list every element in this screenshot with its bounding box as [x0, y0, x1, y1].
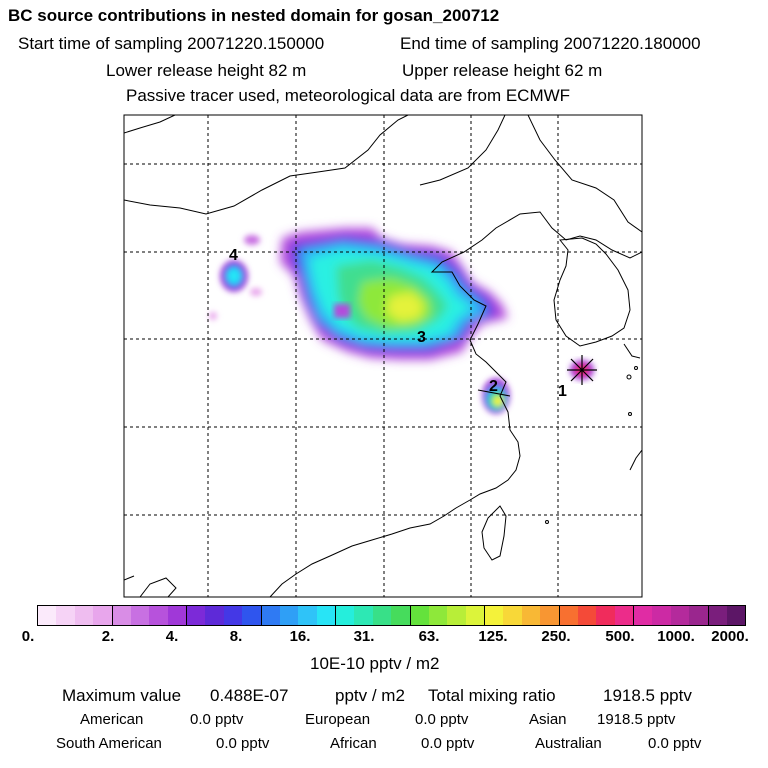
colorbar-segment	[689, 606, 709, 625]
source-name-african: African	[330, 735, 377, 752]
map-figure: 1 2 3 4	[123, 114, 643, 598]
source-name-american: American	[80, 711, 144, 728]
colorbar-tick-label: 2000.	[711, 628, 749, 645]
colorbar-segment	[428, 606, 448, 625]
concentration-blob-4	[209, 235, 262, 320]
colorbar	[37, 605, 746, 626]
plume-hole	[334, 304, 350, 318]
colorbar-tick-label: 8.	[229, 628, 243, 645]
colorbar-segment	[336, 606, 355, 625]
colorbar-units: 10E-10 pptv / m2	[310, 654, 440, 673]
source-value-european: 0.0 pptv	[415, 711, 469, 728]
colorbar-segment	[391, 606, 411, 625]
colorbar-segment	[74, 606, 94, 625]
colorbar-segment	[298, 606, 317, 625]
colorbar-tick-label: 500.	[605, 628, 635, 645]
source-name-south-american: South American	[56, 735, 162, 752]
end-time-label: End time of sampling 20071220.180000	[400, 34, 701, 53]
total-mixing-ratio-value: 1918.5 pptv	[603, 686, 692, 705]
colorbar-segment	[447, 606, 466, 625]
source-marker-2: 2	[489, 378, 498, 395]
colorbar-segment	[559, 606, 578, 625]
source-value-african: 0.0 pptv	[421, 735, 475, 752]
source-2-pointer	[477, 389, 511, 397]
source-marker-3: 3	[417, 329, 426, 346]
colorbar-segment	[56, 606, 75, 625]
colorbar-segment	[242, 606, 262, 625]
colorbar-segment	[279, 606, 299, 625]
colorbar-segment	[670, 606, 690, 625]
colorbar-segment	[410, 606, 429, 625]
small-islands	[545, 366, 638, 524]
colorbar-segment	[38, 606, 57, 625]
source-value-south-american: 0.0 pptv	[216, 735, 270, 752]
colorbar-tick-label: 250.	[541, 628, 571, 645]
colorbar-segment	[187, 606, 206, 625]
colorbar-segment	[485, 606, 504, 625]
colorbar-segment	[614, 606, 634, 625]
source-value-asian: 1918.5 pptv	[597, 711, 676, 728]
colorbar-segment	[93, 606, 113, 625]
lat-lon-grid	[124, 115, 642, 597]
upper-release-height-label: Upper release height 62 m	[402, 61, 603, 80]
tracer-note: Passive tracer used, meteorological data…	[126, 86, 571, 105]
colorbar-segment	[130, 606, 150, 625]
colorbar-segment	[726, 606, 746, 625]
colorbar-segment	[261, 606, 280, 625]
colorbar-segment	[372, 606, 392, 625]
colorbar-segment	[465, 606, 485, 625]
colorbar-segment	[149, 606, 168, 625]
colorbar-tick-label: 63.	[418, 628, 440, 645]
concentration-blob-2	[482, 378, 510, 414]
colorbar-segment	[503, 606, 522, 625]
source-name-asian: Asian	[529, 711, 567, 728]
colorbar-tick-label: 4.	[165, 628, 179, 645]
receptor-star-icon	[567, 355, 597, 385]
colorbar-tick-label: 1000.	[657, 628, 695, 645]
colorbar-tick-label: 125.	[478, 628, 508, 645]
colorbar-segment	[708, 606, 727, 625]
colorbar-tick-label: 0.	[21, 628, 35, 645]
colorbar-segment	[316, 606, 336, 625]
total-mixing-ratio-label: Total mixing ratio	[428, 686, 556, 705]
colorbar-segment	[596, 606, 615, 625]
colorbar-segment	[634, 606, 653, 625]
max-value-label: Maximum value	[62, 686, 182, 705]
colorbar-segment	[521, 606, 541, 625]
map-frame	[123, 114, 643, 598]
colorbar-segment	[577, 606, 597, 625]
plot-title: BC source contributions in nested domain…	[8, 6, 500, 25]
colorbar-segment	[354, 606, 373, 625]
source-name-australian: Australian	[535, 735, 602, 752]
source-marker-1: 1	[558, 383, 567, 400]
colorbar-segment	[652, 606, 671, 625]
source-marker-4: 4	[229, 247, 238, 264]
colorbar-segment	[205, 606, 224, 625]
colorbar-tick-label: 31.	[353, 628, 375, 645]
colorbar-segment	[112, 606, 131, 625]
source-value-american: 0.0 pptv	[190, 711, 244, 728]
colorbar-tick-label: 16.	[289, 628, 311, 645]
start-time-label: Start time of sampling 20071220.150000	[18, 34, 325, 53]
concentration-plume-main	[280, 228, 508, 360]
max-value: 0.488E-07	[210, 686, 289, 705]
colorbar-segment	[223, 606, 243, 625]
colorbar-tick-label: 2.	[101, 628, 115, 645]
lower-release-height-label: Lower release height 82 m	[106, 61, 307, 80]
colorbar-segment	[167, 606, 187, 625]
colorbar-segment	[540, 606, 560, 625]
source-value-australian: 0.0 pptv	[648, 735, 702, 752]
max-value-unit: pptv / m2	[335, 686, 405, 705]
source-name-european: European	[305, 711, 371, 728]
